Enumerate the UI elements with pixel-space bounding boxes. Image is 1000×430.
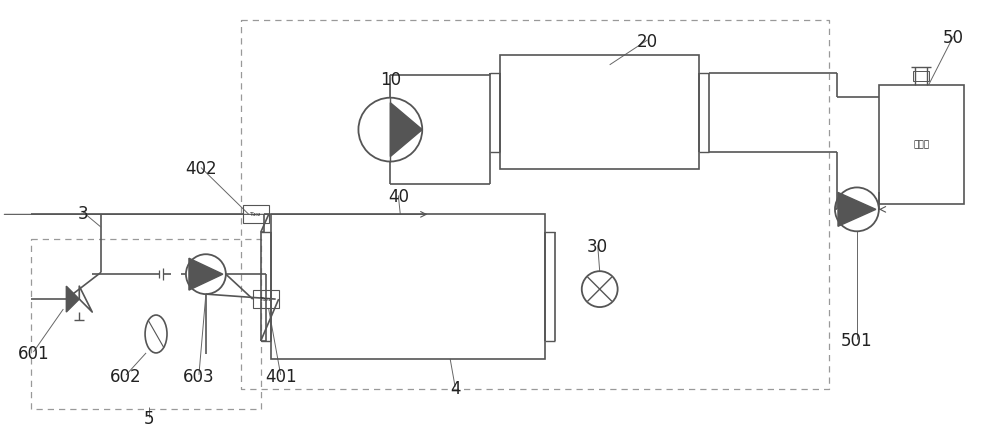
Bar (500, 55, 699, 169)
Text: 501: 501 (841, 332, 873, 350)
Bar (879, 85, 964, 204)
Text: 5: 5 (144, 410, 154, 428)
Bar (243, 206, 269, 223)
Text: 冷却塔: 冷却塔 (913, 140, 929, 149)
Text: 401: 401 (265, 368, 296, 386)
Text: 603: 603 (183, 368, 215, 386)
Text: 602: 602 (110, 368, 142, 386)
Text: 3: 3 (78, 206, 89, 223)
Bar (253, 290, 279, 308)
Text: 30: 30 (587, 238, 608, 256)
Bar (271, 214, 545, 359)
Polygon shape (838, 192, 876, 226)
Polygon shape (390, 103, 422, 157)
Text: 10: 10 (380, 71, 401, 89)
Polygon shape (189, 258, 223, 290)
Text: 4: 4 (450, 380, 460, 398)
Text: 402: 402 (185, 160, 217, 178)
Text: 601: 601 (18, 345, 49, 363)
Text: 40: 40 (388, 188, 409, 206)
Text: 20: 20 (637, 33, 658, 51)
Bar (913, 71, 929, 81)
Text: T₄₀₁: T₄₀₁ (260, 297, 271, 301)
Text: T₄₀₂: T₄₀₂ (250, 212, 261, 217)
Text: 50: 50 (943, 29, 964, 47)
Polygon shape (66, 286, 79, 312)
